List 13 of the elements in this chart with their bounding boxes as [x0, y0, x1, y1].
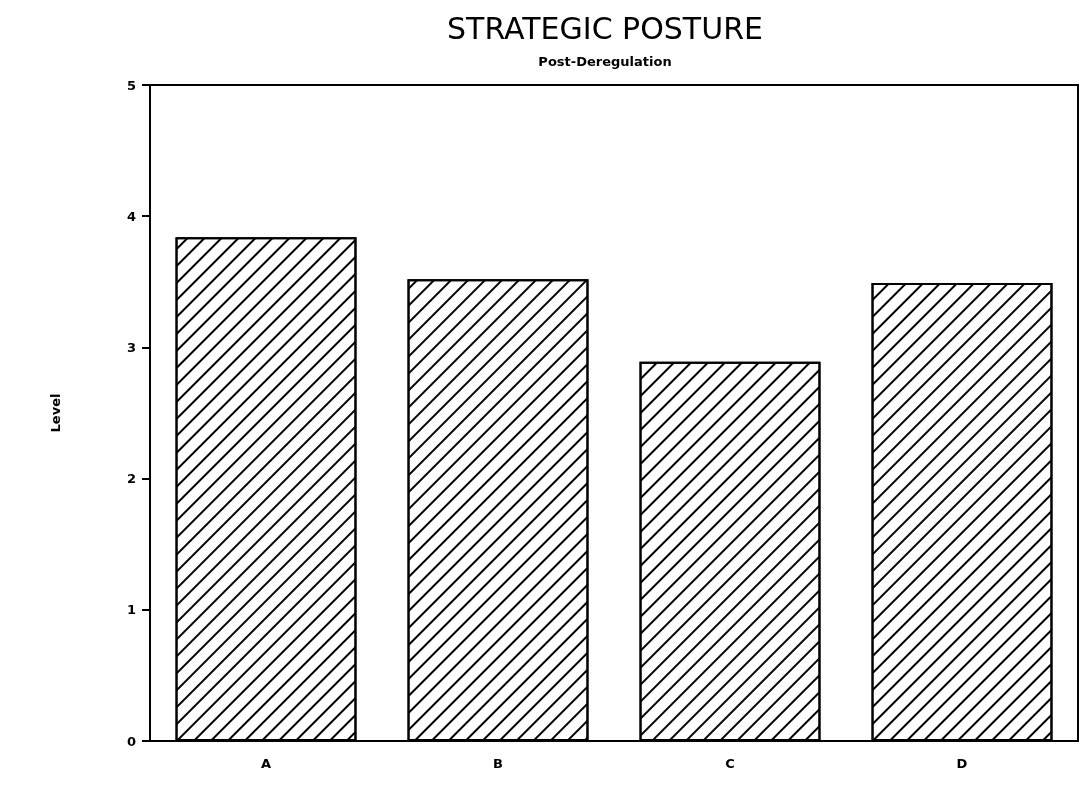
x-tick-label: D — [956, 756, 968, 771]
x-tick-label: C — [725, 756, 735, 771]
y-tick-label: 5 — [126, 77, 136, 93]
x-tick-label: A — [260, 756, 272, 771]
y-axis-title: Level — [48, 393, 63, 433]
y-tick-label: 1 — [126, 602, 136, 618]
y-tick-label: 0 — [126, 733, 136, 749]
chart-title: STRATEGIC POSTURE — [447, 10, 763, 46]
chart-subtitle: Post-Deregulation — [538, 54, 672, 69]
x-tick-label: B — [493, 756, 503, 771]
y-tick-label: 4 — [126, 208, 136, 224]
y-tick-label: 2 — [126, 471, 136, 487]
y-tick-label: 3 — [126, 339, 136, 355]
